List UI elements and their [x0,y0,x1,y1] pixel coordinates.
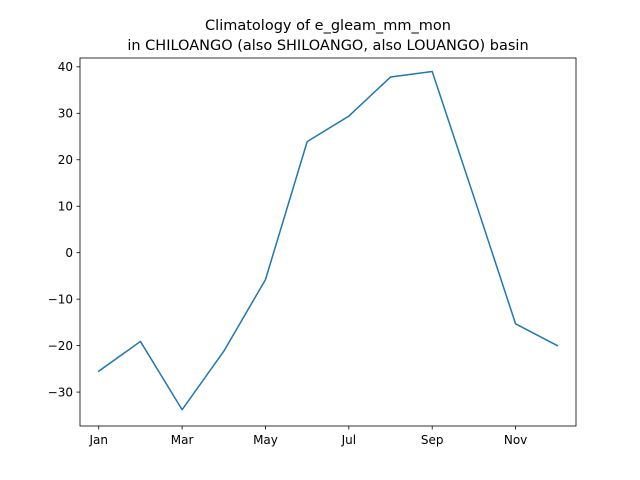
chart-subtitle: in CHILOANGO (also SHILOANGO, also LOUAN… [127,38,528,54]
y-tick-label: −20 [48,339,73,353]
chart-title: Climatology of e_gleam_mm_mon [205,18,451,34]
x-tick-label: Sep [421,433,444,447]
y-tick-label: 40 [58,60,73,74]
x-tick-label: Mar [171,433,194,447]
x-tick-label: Jul [341,433,356,447]
y-tick-label: 0 [65,246,73,260]
y-tick-label: 30 [58,107,73,121]
y-tick-label: −30 [48,385,73,399]
y-tick-label: −10 [48,292,73,306]
x-tick-label: Jan [89,433,109,447]
y-tick-label: 10 [58,200,73,214]
plot-frame [79,57,577,427]
x-tick-label: May [253,433,278,447]
x-tick-label: Nov [504,433,527,447]
plot-area [97,70,559,411]
axes: Jan Mar May Jul Sep Nov −30 −20 −10 0 10 20 30 40 [48,57,577,447]
series-line [97,70,559,411]
y-tick-label: 20 [58,153,73,167]
